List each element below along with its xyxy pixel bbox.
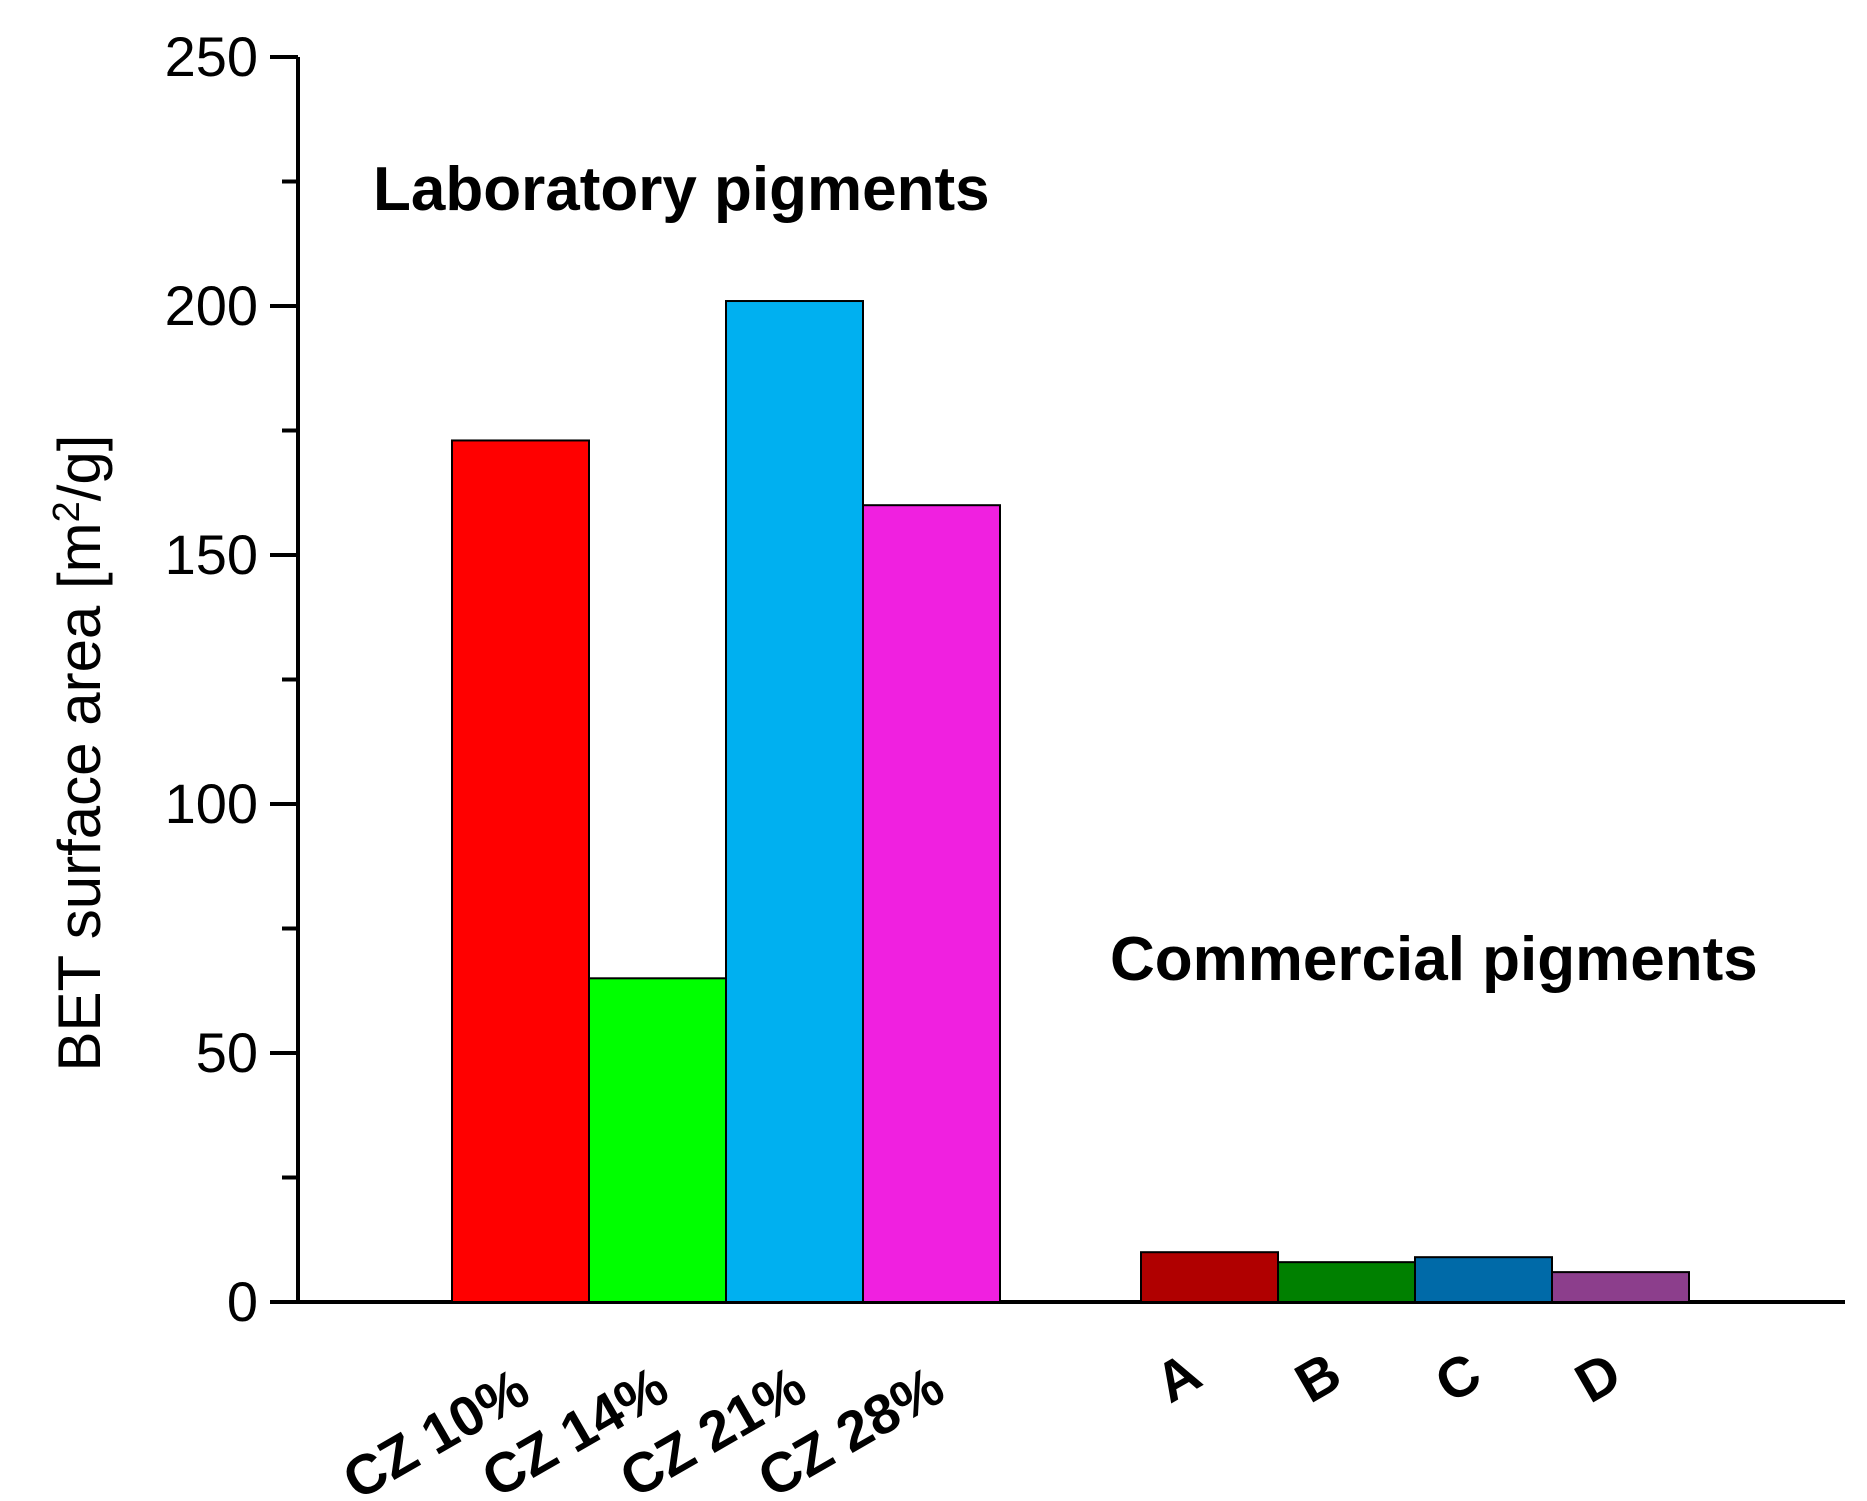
bar <box>1414 1256 1553 1304</box>
x-tick-label: C <box>1424 1340 1491 1415</box>
y-axis-title-tail: /g] <box>46 435 113 502</box>
bar <box>588 977 727 1303</box>
bars <box>451 300 1690 1304</box>
bar <box>1277 1261 1416 1304</box>
y-axis-title-text: BET surface area [m <box>46 522 113 1071</box>
bar <box>1551 1271 1690 1303</box>
x-tick-label: B <box>1284 1340 1351 1415</box>
x-tick-label: D <box>1564 1340 1631 1415</box>
group-label-laboratory: Laboratory pigments <box>373 155 990 224</box>
y-tick-label: 100 <box>165 772 258 835</box>
y-axis-title: BET surface area [m2/g] <box>46 435 113 1072</box>
y-tick-label: 250 <box>165 25 258 88</box>
bar <box>725 300 864 1303</box>
y-tick-label: 150 <box>165 523 258 586</box>
group-label-commercial: Commercial pigments <box>1110 925 1758 994</box>
axes: 0 50 100 150 200 250 <box>165 25 1845 1333</box>
bar <box>451 439 590 1303</box>
bar <box>1140 1251 1279 1303</box>
x-tick-label: A <box>1144 1340 1211 1415</box>
y-tick-label: 0 <box>227 1270 258 1333</box>
y-axis-title-superscript: 2 <box>46 501 88 522</box>
bar <box>862 504 1001 1303</box>
y-tick-label: 200 <box>165 274 258 337</box>
y-tick-label: 50 <box>196 1021 258 1084</box>
labels: CZ 10%CZ 14%CZ 21%CZ 28% A B C D <box>332 1340 1631 1501</box>
